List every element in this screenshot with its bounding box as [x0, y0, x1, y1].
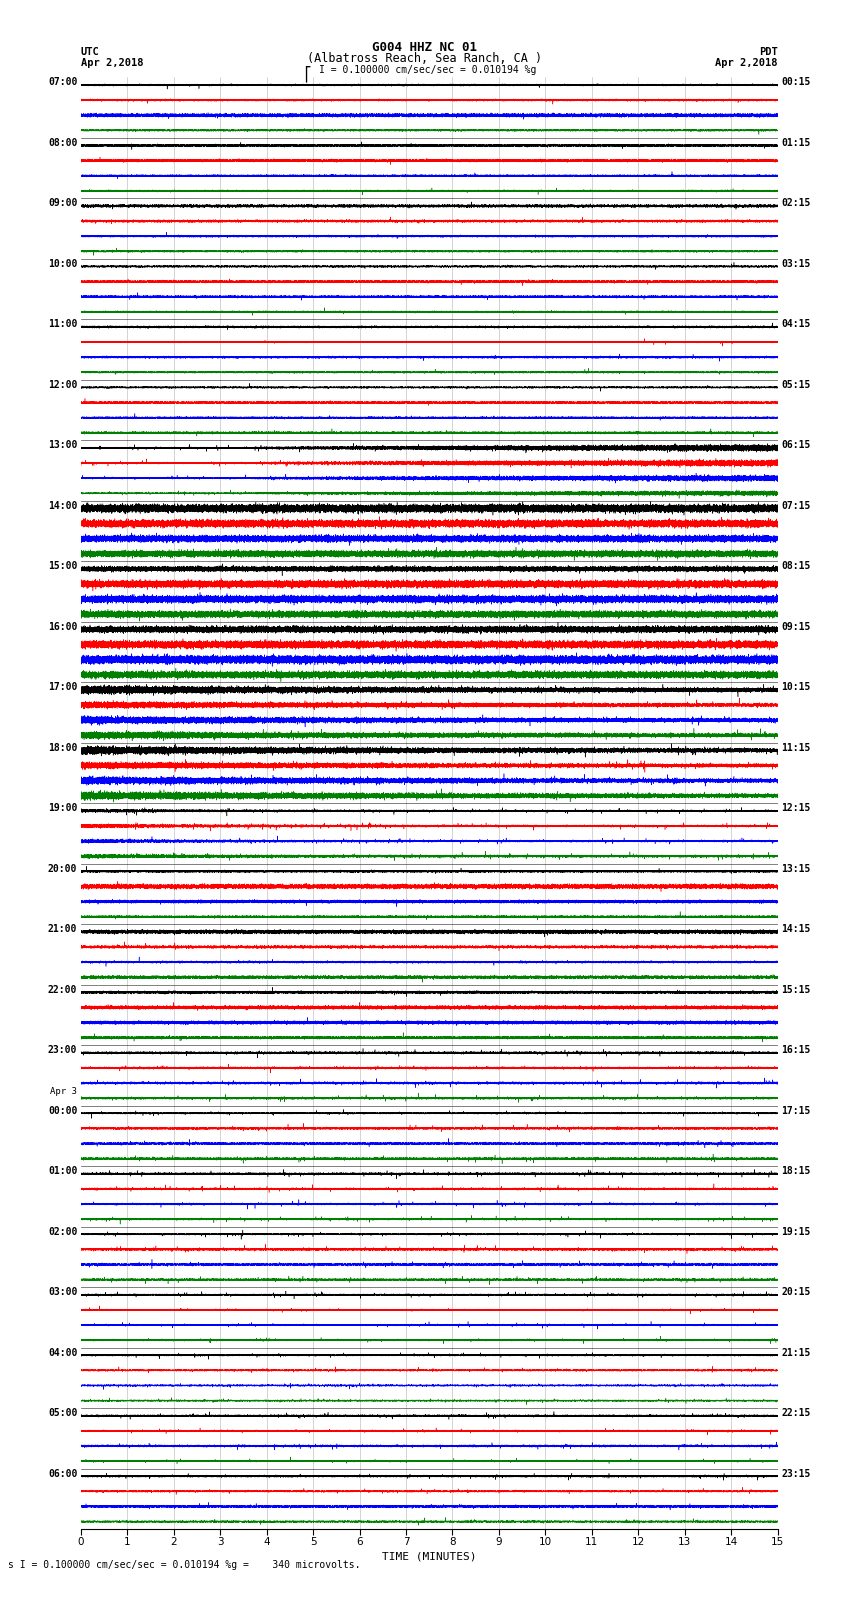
Text: 00:15: 00:15	[781, 77, 811, 87]
Text: 06:00: 06:00	[48, 1468, 77, 1479]
Text: 16:15: 16:15	[781, 1045, 811, 1055]
Text: 20:15: 20:15	[781, 1287, 811, 1297]
Text: 03:15: 03:15	[781, 260, 811, 269]
Text: (Albatross Reach, Sea Ranch, CA ): (Albatross Reach, Sea Ranch, CA )	[308, 52, 542, 66]
Text: 17:00: 17:00	[48, 682, 77, 692]
Text: PDT: PDT	[759, 47, 778, 56]
Text: 02:00: 02:00	[48, 1227, 77, 1237]
Text: 15:00: 15:00	[48, 561, 77, 571]
Text: 14:15: 14:15	[781, 924, 811, 934]
Text: 21:00: 21:00	[48, 924, 77, 934]
Text: 01:00: 01:00	[48, 1166, 77, 1176]
Text: 10:15: 10:15	[781, 682, 811, 692]
Text: 00:00: 00:00	[48, 1107, 77, 1116]
Text: 16:00: 16:00	[48, 621, 77, 632]
Text: 09:00: 09:00	[48, 198, 77, 208]
X-axis label: TIME (MINUTES): TIME (MINUTES)	[382, 1552, 477, 1561]
Text: ⎡: ⎡	[303, 65, 312, 82]
Text: 17:15: 17:15	[781, 1107, 811, 1116]
Text: 22:15: 22:15	[781, 1408, 811, 1418]
Text: 23:15: 23:15	[781, 1468, 811, 1479]
Text: 09:15: 09:15	[781, 621, 811, 632]
Text: 11:15: 11:15	[781, 742, 811, 753]
Text: 06:15: 06:15	[781, 440, 811, 450]
Text: 01:15: 01:15	[781, 139, 811, 148]
Text: Apr 2,2018: Apr 2,2018	[715, 58, 778, 68]
Text: 18:00: 18:00	[48, 742, 77, 753]
Text: 11:00: 11:00	[48, 319, 77, 329]
Text: 14:00: 14:00	[48, 500, 77, 511]
Text: 22:00: 22:00	[48, 984, 77, 995]
Text: G004 HHZ NC 01: G004 HHZ NC 01	[372, 40, 478, 55]
Text: 07:00: 07:00	[48, 77, 77, 87]
Text: 04:00: 04:00	[48, 1348, 77, 1358]
Text: 15:15: 15:15	[781, 984, 811, 995]
Text: 05:15: 05:15	[781, 381, 811, 390]
Text: 21:15: 21:15	[781, 1348, 811, 1358]
Text: 20:00: 20:00	[48, 865, 77, 874]
Text: 18:15: 18:15	[781, 1166, 811, 1176]
Text: 07:15: 07:15	[781, 500, 811, 511]
Text: 13:00: 13:00	[48, 440, 77, 450]
Text: 13:15: 13:15	[781, 865, 811, 874]
Text: 04:15: 04:15	[781, 319, 811, 329]
Text: UTC: UTC	[81, 47, 99, 56]
Text: 02:15: 02:15	[781, 198, 811, 208]
Text: 10:00: 10:00	[48, 260, 77, 269]
Text: 12:15: 12:15	[781, 803, 811, 813]
Text: 05:00: 05:00	[48, 1408, 77, 1418]
Text: I = 0.100000 cm/sec/sec = 0.010194 %g: I = 0.100000 cm/sec/sec = 0.010194 %g	[319, 65, 536, 76]
Text: Apr 2,2018: Apr 2,2018	[81, 58, 144, 68]
Text: 12:00: 12:00	[48, 381, 77, 390]
Text: 19:00: 19:00	[48, 803, 77, 813]
Text: 08:15: 08:15	[781, 561, 811, 571]
Text: 23:00: 23:00	[48, 1045, 77, 1055]
Text: 03:00: 03:00	[48, 1287, 77, 1297]
Text: Apr 3: Apr 3	[50, 1087, 77, 1097]
Text: 08:00: 08:00	[48, 139, 77, 148]
Text: 19:15: 19:15	[781, 1227, 811, 1237]
Text: s I = 0.100000 cm/sec/sec = 0.010194 %g =    340 microvolts.: s I = 0.100000 cm/sec/sec = 0.010194 %g …	[8, 1560, 361, 1569]
